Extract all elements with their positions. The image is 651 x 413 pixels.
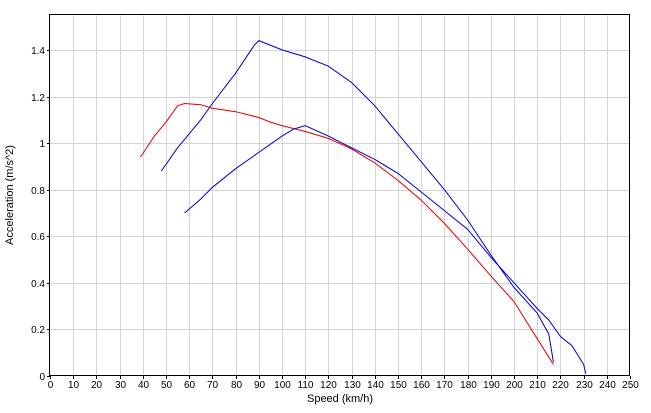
x-axis-label: Speed (km/h) xyxy=(307,393,373,405)
x-tick-label: 70 xyxy=(207,380,219,391)
y-tick-label: 0 xyxy=(39,372,45,383)
x-tick-label: 250 xyxy=(622,380,639,391)
x-tick-label: 210 xyxy=(529,380,546,391)
x-tick-label: 110 xyxy=(298,380,314,391)
series-line-3 xyxy=(184,125,587,374)
x-tick-label: 150 xyxy=(390,380,407,391)
x-tick-label: 140 xyxy=(367,380,384,391)
y-tick-label: 1 xyxy=(39,139,45,150)
y-tick-label: 1.4 xyxy=(31,46,45,57)
x-tick-label: 190 xyxy=(483,380,500,391)
series-line-2 xyxy=(160,40,554,363)
series-line-1 xyxy=(140,102,554,365)
series-lines xyxy=(140,40,587,374)
y-tick-label: 0.4 xyxy=(31,279,45,290)
x-tick-label: 60 xyxy=(184,380,196,391)
x-tick-label: 90 xyxy=(254,380,266,391)
x-tick-label: 170 xyxy=(436,380,453,391)
x-tick-label: 160 xyxy=(413,380,430,391)
plot-frame xyxy=(49,14,630,376)
grid xyxy=(50,15,630,376)
x-tick-label: 10 xyxy=(68,380,80,391)
y-tick-label: 1.2 xyxy=(31,93,45,104)
x-tick-label: 100 xyxy=(274,380,291,391)
x-tick-label: 20 xyxy=(91,380,103,391)
x-tick-label: 230 xyxy=(576,380,593,391)
y-tick-label: 0.6 xyxy=(31,232,45,243)
x-tick-label: 180 xyxy=(460,380,477,391)
x-axis-ticks: 0 10 20 30 40 50 60 70 80 90 100 110 120 130 140 150 160… xyxy=(48,376,639,391)
y-tick-label: 0.2 xyxy=(31,325,45,336)
y-axis-label: Acceleration (m/s^2) xyxy=(4,145,16,245)
x-tick-label: 200 xyxy=(506,380,523,391)
x-tick-label: 0 xyxy=(48,380,54,391)
x-tick-label: 240 xyxy=(599,380,616,391)
x-tick-label: 120 xyxy=(320,380,337,391)
y-axis-ticks: 0 0.2 0.4 0.6 0.8 1 1.2 1.4 xyxy=(31,46,50,383)
x-tick-label: 50 xyxy=(161,380,173,391)
x-tick-label: 220 xyxy=(552,380,569,391)
x-tick-label: 130 xyxy=(344,380,361,391)
y-tick-label: 0.8 xyxy=(31,186,45,197)
x-tick-label: 80 xyxy=(231,380,243,391)
x-tick-label: 30 xyxy=(115,380,127,391)
x-tick-label: 40 xyxy=(138,380,150,391)
